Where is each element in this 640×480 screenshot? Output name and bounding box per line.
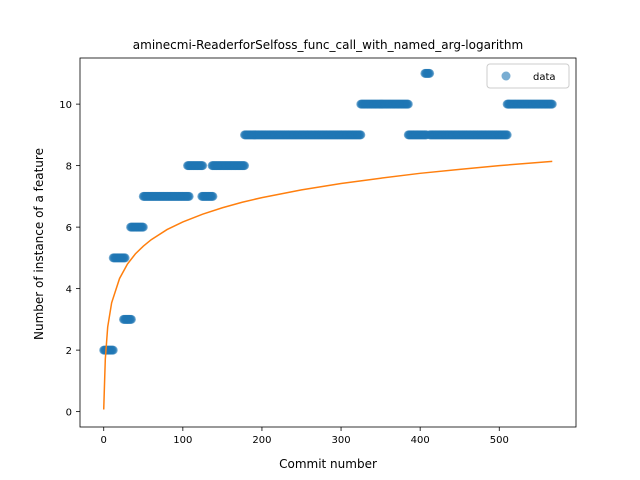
x-tick-label: 500: [490, 435, 509, 446]
x-tick-label: 300: [332, 435, 351, 446]
data-point: [184, 191, 194, 201]
data-point: [403, 99, 413, 109]
y-tick-label: 4: [66, 285, 72, 296]
data-point: [208, 191, 218, 201]
x-tick-label: 400: [411, 435, 430, 446]
data-series: [99, 68, 557, 355]
fit-line: [102, 160, 553, 410]
plot-area: [79, 57, 577, 428]
x-tick-label: 200: [252, 435, 271, 446]
axes-frame: [79, 57, 577, 428]
x-axis: 0 100 200 300 400 500: [101, 427, 509, 446]
legend: data: [486, 63, 570, 89]
legend-marker-data: [501, 71, 511, 81]
x-tick-label: 0: [101, 435, 107, 446]
data-point: [120, 253, 130, 263]
legend-label-data: data: [533, 72, 556, 83]
data-point: [240, 161, 250, 171]
data-point: [126, 314, 136, 324]
y-tick-label: 6: [66, 223, 72, 234]
y-tick-label: 2: [66, 346, 72, 357]
y-tick-label: 8: [66, 162, 72, 173]
y-tick-label: 0: [66, 408, 72, 419]
x-tick-label: 100: [173, 435, 192, 446]
data-point: [502, 130, 512, 140]
y-axis: 0 2 4 6 8 10: [59, 100, 80, 419]
legend-box: [486, 63, 570, 89]
chart-title: aminecmi-ReaderforSelfoss_func_call_with…: [133, 38, 523, 52]
data-point: [547, 99, 557, 109]
data-point: [356, 130, 366, 140]
data-point: [425, 68, 435, 78]
data-point: [198, 161, 208, 171]
data-point: [108, 345, 118, 355]
y-axis-label: Number of instance of a feature: [32, 148, 46, 340]
y-tick-label: 10: [59, 100, 72, 111]
x-axis-label: Commit number: [279, 457, 377, 471]
data-point: [138, 222, 148, 232]
